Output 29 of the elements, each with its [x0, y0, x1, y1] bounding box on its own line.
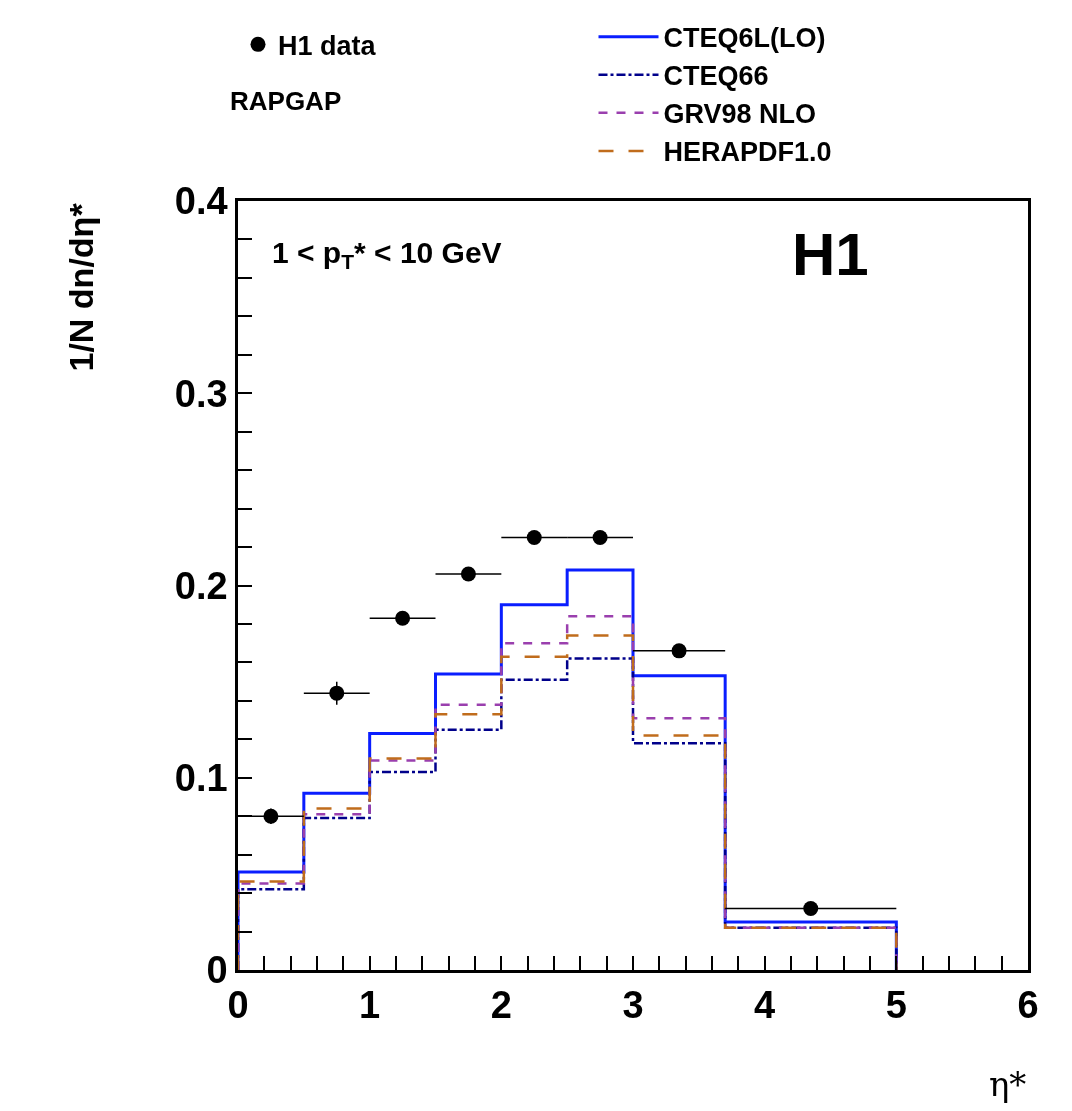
point — [671, 643, 687, 659]
point — [263, 808, 279, 824]
y-tick-label: 0 — [206, 949, 228, 992]
x-tick-label: 6 — [1017, 984, 1039, 1027]
y-tick-label: 0.1 — [174, 757, 228, 800]
y-tick-label: 0.2 — [174, 564, 228, 607]
legend-label: CTEQ6L(LO) — [663, 23, 826, 54]
x-tick-label: 5 — [885, 984, 907, 1027]
x-tick-label: 1 — [359, 984, 381, 1027]
annotation: 1 < p$_{T}$* < 10 GeV — [272, 236, 502, 274]
y-tick-label: 0.3 — [174, 372, 228, 415]
y-axis-title: 1/N dn/dη* — [61, 202, 100, 372]
legend-label: CTEQ66 — [663, 61, 769, 92]
x-tick-label: 4 — [754, 984, 776, 1027]
point — [803, 900, 819, 916]
text: RAPGAP — [230, 86, 342, 116]
point — [460, 566, 476, 582]
y-tick-label: 0.4 — [174, 180, 228, 223]
legend-label: HERAPDF1.0 — [663, 137, 832, 168]
point — [592, 529, 608, 545]
annotation: H1 — [792, 221, 869, 288]
point — [526, 529, 542, 545]
x-tick-label: 2 — [490, 984, 512, 1027]
x-tick-label: 3 — [622, 984, 644, 1027]
point — [329, 685, 345, 701]
legend-label: H1 data — [278, 30, 377, 61]
point — [395, 610, 411, 626]
x-axis-title: η* — [989, 1064, 1027, 1104]
legend-label: GRV98 NLO — [663, 99, 817, 130]
